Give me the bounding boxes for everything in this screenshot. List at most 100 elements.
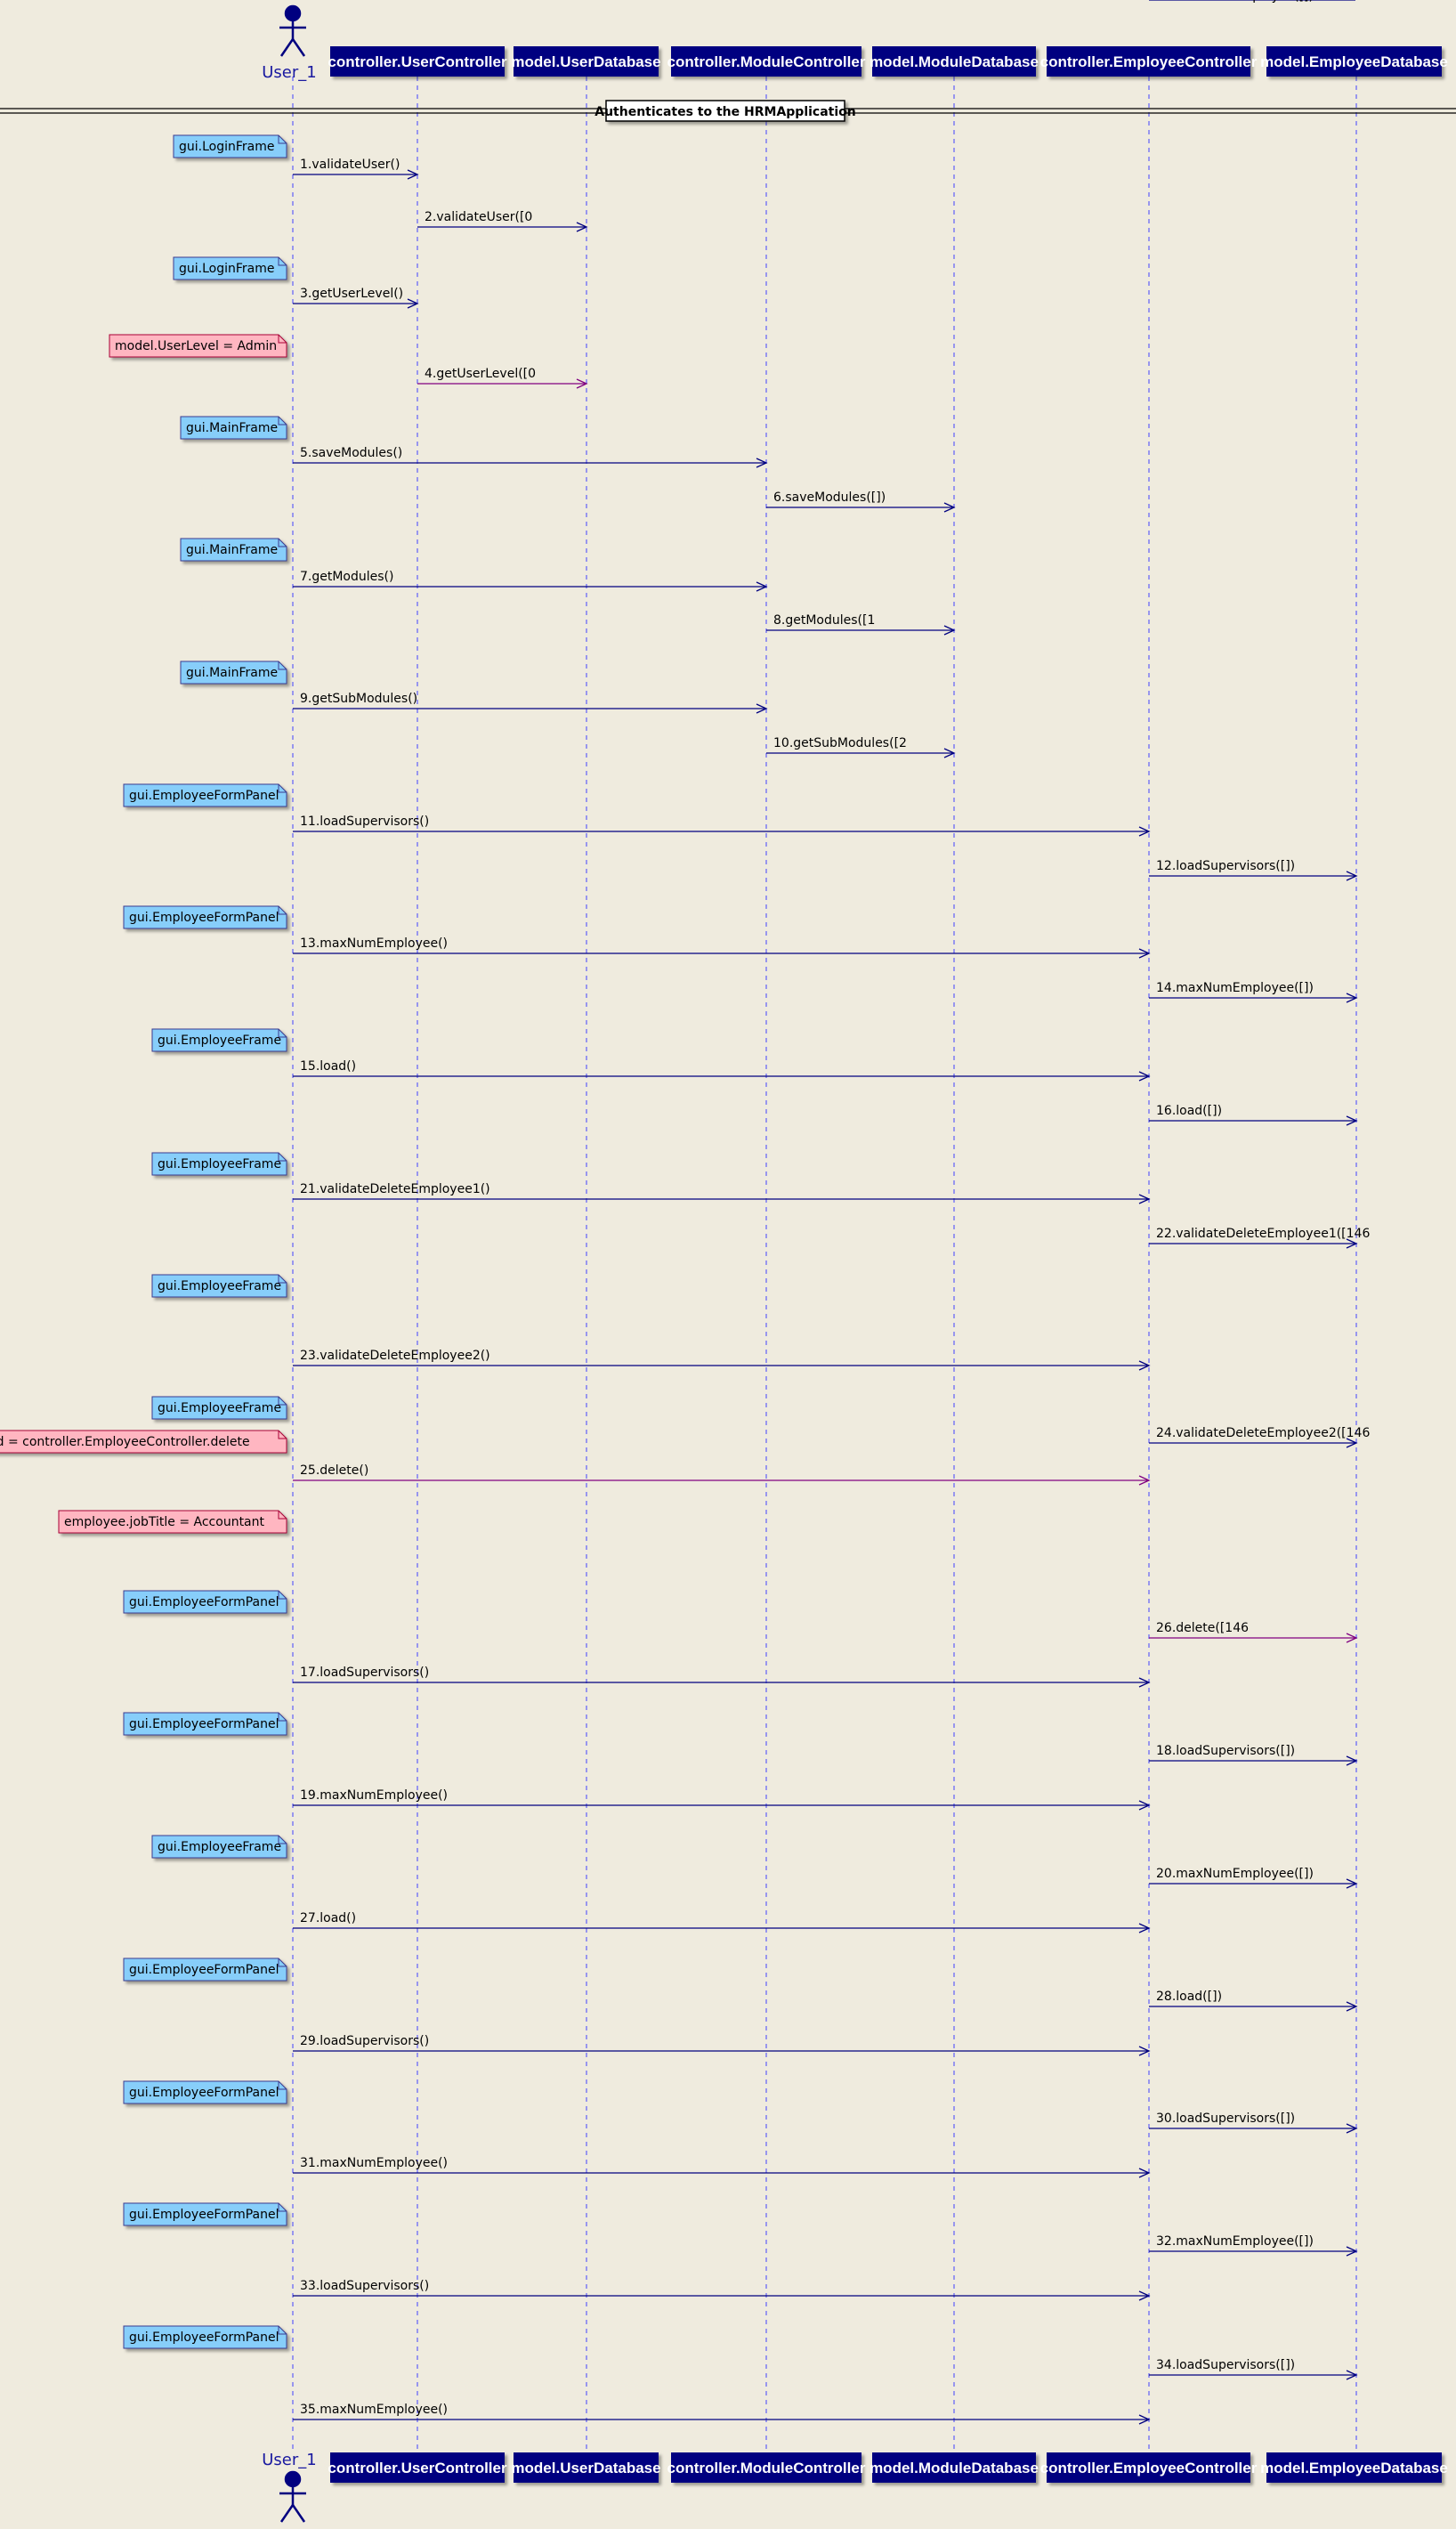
arrow-head: [576, 378, 588, 389]
note-text: employee.jobTitle = Accountant: [64, 1515, 265, 1529]
note-text: gui.EmployeeFormPanel: [129, 2086, 279, 2100]
note-shape: [123, 783, 287, 807]
top-participant-7: model.EmployeeDatabase: [1260, 46, 1448, 77]
message-label: 2.validateUser([0: [425, 210, 532, 224]
note-text: gui.MainFrame: [186, 543, 278, 557]
note: [151, 1396, 287, 1420]
note: [173, 256, 287, 280]
note-shape: [173, 256, 287, 280]
actor-icon: [279, 4, 306, 57]
message-label: 1.validateUser(): [300, 158, 400, 172]
actor-user-1: User_1: [262, 2451, 317, 2523]
arrow-head: [1346, 993, 1358, 1003]
message-arrow: [293, 169, 419, 180]
message-arrow: [417, 378, 588, 389]
message-label: 32.maxNumEmployee([]): [1156, 2234, 1314, 2249]
arrow-head: [1346, 1438, 1358, 1448]
top-participant-2: controller.UserController: [328, 46, 507, 77]
message-label: 13.maxNumEmployee(): [300, 936, 448, 951]
message-arrow: [293, 2290, 1151, 2301]
message-arrow: [293, 1071, 1151, 1082]
note-shape: [123, 2080, 287, 2104]
note: [123, 2080, 287, 2104]
participant-label: controller.ModuleController: [667, 53, 866, 70]
message-arrow: [1149, 2370, 1358, 2380]
participant-label: model.ModuleDatabase: [870, 53, 1039, 70]
participant-box: [514, 2452, 659, 2483]
participant-box: [330, 2452, 505, 2483]
arrow-head: [1138, 1475, 1151, 1486]
message-arrow: [1149, 2001, 1358, 2012]
message-label: 15.load(): [300, 1059, 356, 1074]
note-text: gui.LoginFrame: [179, 262, 275, 276]
events-layer: gui.LoginFrame 1.validateUser() 2.validate…: [0, 0, 1370, 2425]
note-text: gui.EmployeeFrame: [158, 1033, 281, 1048]
message-arrow: [293, 1194, 1151, 1204]
message-label: 18.loadSupervisors([]): [1156, 1744, 1295, 1758]
participant-box: [671, 2452, 861, 2483]
arrow-head: [756, 458, 768, 468]
message-label: 21.validateDeleteEmployee1(): [300, 1182, 490, 1196]
top-participant-3: model.UserDatabase: [511, 46, 661, 77]
note-shape: [0, 1430, 287, 1454]
participant-label: model.EmployeeDatabase: [1260, 53, 1448, 70]
note: [0, 1430, 287, 1454]
note: [180, 538, 287, 562]
arrow-head: [1346, 2246, 1358, 2257]
actor-label: User_1: [262, 63, 316, 82]
note: [180, 661, 287, 685]
note-shape: [151, 1396, 287, 1420]
note: [123, 1590, 287, 1614]
note: [151, 1028, 287, 1052]
message-arrow: [293, 1475, 1151, 1486]
message-label: 28.load([]): [1156, 1990, 1222, 2004]
message-label: 27.load(): [300, 1911, 356, 1925]
participant-box: [1047, 46, 1250, 77]
participant-box: [671, 46, 861, 77]
message-arrow: [293, 1360, 1151, 1371]
message-label: 16.load([]): [1156, 1104, 1222, 1118]
participant-label: model.UserDatabase: [511, 53, 660, 70]
arrow-head: [756, 581, 768, 592]
note-text: gui.EmployeeFormPanel: [129, 1717, 279, 1731]
arrow-head: [1138, 1071, 1151, 1082]
arrow-head: [1138, 826, 1151, 837]
note-shape: [151, 1835, 287, 1859]
participant-label: model.ModuleDatabase: [870, 2460, 1039, 2476]
message-label: 26.delete([146: [1156, 1621, 1249, 1635]
message-label: 34.loadSupervisors([]): [1156, 2358, 1295, 2372]
message-arrow: [1149, 1238, 1358, 1249]
group-divider: Authenticates to the HRMApplication: [0, 100, 1456, 122]
message-label: 30.loadSupervisors([]): [1156, 2112, 1295, 2126]
note-text: gui.EmployeeFrame: [158, 1401, 281, 1415]
note-text: gui.MainFrame: [186, 666, 278, 680]
note: [58, 1510, 287, 1534]
note-text: gui.EmployeeFormPanel: [129, 911, 279, 925]
message-label: 6.saveModules([]): [773, 490, 886, 505]
participant-label: controller.EmployeeController: [1040, 2460, 1258, 2476]
message-label: 8.getModules([1: [773, 613, 875, 628]
message-label: 9.getSubModules(): [300, 692, 417, 706]
actor-icon: [279, 2470, 306, 2523]
note-text: gui.EmployeeFrame: [158, 1840, 281, 1854]
message-label: 20.maxNumEmployee([]): [1156, 1867, 1314, 1881]
note: [151, 1835, 287, 1859]
note-text: gui.LoginFrame: [179, 140, 275, 154]
note-shape: [180, 538, 287, 562]
message-label: 31.maxNumEmployee(): [300, 2156, 448, 2170]
participant-label: model.EmployeeDatabase: [1260, 2460, 1448, 2476]
message-arrow: [293, 948, 1151, 959]
note-text: gui.EmployeeFrame: [158, 1279, 281, 1293]
message-label: 4.getUserLevel([0: [425, 367, 536, 381]
arrow-head: [1138, 2046, 1151, 2056]
message-arrow: [293, 2414, 1151, 2425]
bottom-participant-3: model.UserDatabase: [511, 2452, 661, 2483]
arrow-head: [1138, 2290, 1151, 2301]
note: [123, 2325, 287, 2349]
message-arrow: [1149, 2123, 1358, 2134]
note-shape: [151, 1274, 287, 1298]
message-arrow: [293, 1677, 1151, 1688]
message-arrow: [1149, 1878, 1358, 1889]
message-arrow: [766, 625, 956, 636]
